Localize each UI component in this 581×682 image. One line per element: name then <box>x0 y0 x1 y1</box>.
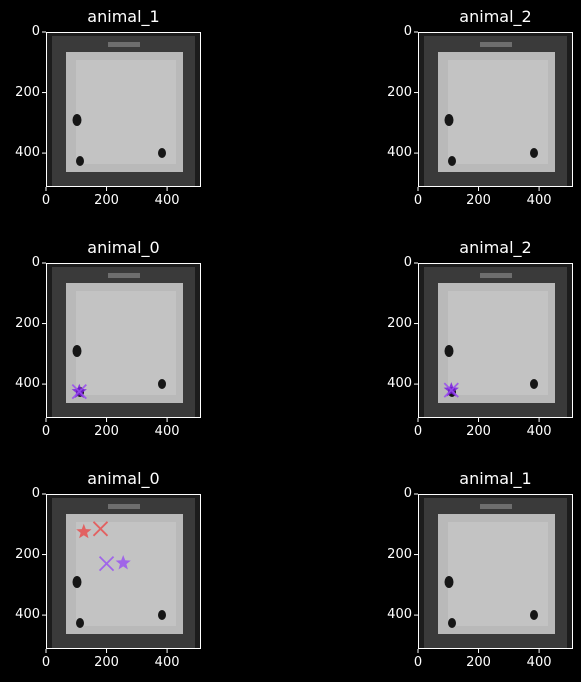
subplot-3: animal_0 0 200 400 0 200 400 <box>15 238 201 439</box>
x-tick-label: 400 <box>526 424 552 439</box>
y-tick-label: 0 <box>31 24 40 39</box>
mouse-blob <box>76 156 84 166</box>
arena-image <box>414 31 573 191</box>
arena-image <box>42 31 201 191</box>
subplot-title: animal_1 <box>459 469 532 488</box>
y-tick-label: 0 <box>403 24 412 39</box>
mouse-blob <box>158 610 166 620</box>
subplot-title: animal_2 <box>459 7 532 26</box>
x-marker <box>92 521 109 537</box>
y-tick-label: 0 <box>31 255 40 270</box>
subplot-5: animal_0 0 200 400 0 200 400 <box>15 469 201 670</box>
y-tick-label: 400 <box>387 145 412 161</box>
subplot-title: animal_0 <box>87 469 160 488</box>
mouse-blob <box>444 345 454 357</box>
x-marker <box>443 382 459 398</box>
y-tick-label: 200 <box>387 546 412 562</box>
x-tick-label: 200 <box>466 655 491 670</box>
star-marker <box>115 555 131 570</box>
arena-image <box>42 493 201 653</box>
x-marker <box>71 384 87 400</box>
mouse-blob <box>72 345 82 357</box>
x-tick-label: 0 <box>41 424 51 439</box>
x-tick-label: 200 <box>466 193 491 208</box>
y-tick-label: 200 <box>15 546 40 562</box>
x-tick-label: 400 <box>526 655 552 670</box>
mouse-blob <box>72 114 82 126</box>
x-marker <box>98 555 115 572</box>
x-tick-label: 0 <box>41 655 51 670</box>
y-tick-label: 200 <box>15 315 40 331</box>
y-tick-label: 400 <box>387 607 412 623</box>
x-tick-label: 0 <box>41 193 51 208</box>
mouse-blob <box>530 610 538 620</box>
y-tick-label: 0 <box>403 486 412 501</box>
x-tick-label: 0 <box>413 424 423 439</box>
y-tick-label: 200 <box>15 84 40 100</box>
y-tick-label: 200 <box>387 84 412 100</box>
mouse-blob <box>444 576 454 588</box>
x-tick-label: 400 <box>526 193 552 208</box>
x-tick-label: 400 <box>154 424 180 439</box>
mouse-blob <box>530 148 538 158</box>
subplot-title: animal_0 <box>87 238 160 257</box>
y-tick-label: 400 <box>15 145 40 161</box>
y-tick-label: 400 <box>15 607 40 623</box>
y-tick-label: 0 <box>403 255 412 270</box>
mouse-blob <box>448 618 456 628</box>
star-marker <box>76 523 92 539</box>
subplot-4: animal_2 0 200 400 0 200 400 <box>387 238 573 439</box>
arena-image <box>414 262 573 422</box>
x-tick-label: 0 <box>413 193 423 208</box>
x-tick-label: 0 <box>413 655 423 670</box>
subplot-1: animal_1 0 200 400 0 200 400 <box>15 7 201 208</box>
subplot-2: animal_2 0 200 400 0 200 400 <box>387 7 573 208</box>
x-tick-label: 200 <box>466 424 491 439</box>
mouse-blob <box>530 379 538 389</box>
arena-image <box>42 262 201 422</box>
mouse-blob <box>158 379 166 389</box>
mouse-blob <box>72 576 82 588</box>
subplot-6: animal_1 0 200 400 0 200 400 <box>387 469 573 670</box>
y-tick-label: 400 <box>15 376 40 392</box>
mouse-blob <box>444 114 454 126</box>
arena-image <box>414 493 573 653</box>
y-tick-label: 200 <box>387 315 412 331</box>
subplot-title: animal_2 <box>459 238 532 257</box>
x-tick-label: 200 <box>94 655 119 670</box>
x-tick-label: 200 <box>94 193 119 208</box>
y-tick-label: 400 <box>387 376 412 392</box>
mouse-blob <box>158 148 166 158</box>
mouse-blob <box>448 156 456 166</box>
subplot-title: animal_1 <box>87 7 160 26</box>
y-tick-label: 0 <box>31 486 40 501</box>
mouse-blob <box>76 618 84 628</box>
x-tick-label: 400 <box>154 655 180 670</box>
x-tick-label: 400 <box>154 193 180 208</box>
x-tick-label: 200 <box>94 424 119 439</box>
